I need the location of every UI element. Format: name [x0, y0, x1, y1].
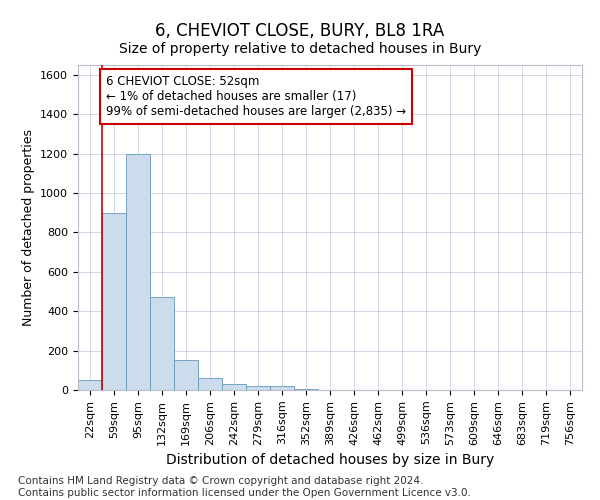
X-axis label: Distribution of detached houses by size in Bury: Distribution of detached houses by size …: [166, 453, 494, 467]
Text: Size of property relative to detached houses in Bury: Size of property relative to detached ho…: [119, 42, 481, 56]
Bar: [294, 389, 318, 390]
Bar: [126, 154, 150, 390]
Text: Contains HM Land Registry data © Crown copyright and database right 2024.
Contai: Contains HM Land Registry data © Crown c…: [18, 476, 471, 498]
Text: 6, CHEVIOT CLOSE, BURY, BL8 1RA: 6, CHEVIOT CLOSE, BURY, BL8 1RA: [155, 22, 445, 40]
Bar: [102, 212, 126, 390]
Bar: [246, 386, 270, 390]
Bar: [270, 386, 294, 390]
Text: 6 CHEVIOT CLOSE: 52sqm
← 1% of detached houses are smaller (17)
99% of semi-deta: 6 CHEVIOT CLOSE: 52sqm ← 1% of detached …: [106, 75, 406, 118]
Bar: [78, 380, 102, 390]
Bar: [222, 384, 246, 390]
Y-axis label: Number of detached properties: Number of detached properties: [22, 129, 35, 326]
Bar: [174, 360, 198, 390]
Bar: [150, 298, 174, 390]
Bar: [198, 378, 222, 390]
